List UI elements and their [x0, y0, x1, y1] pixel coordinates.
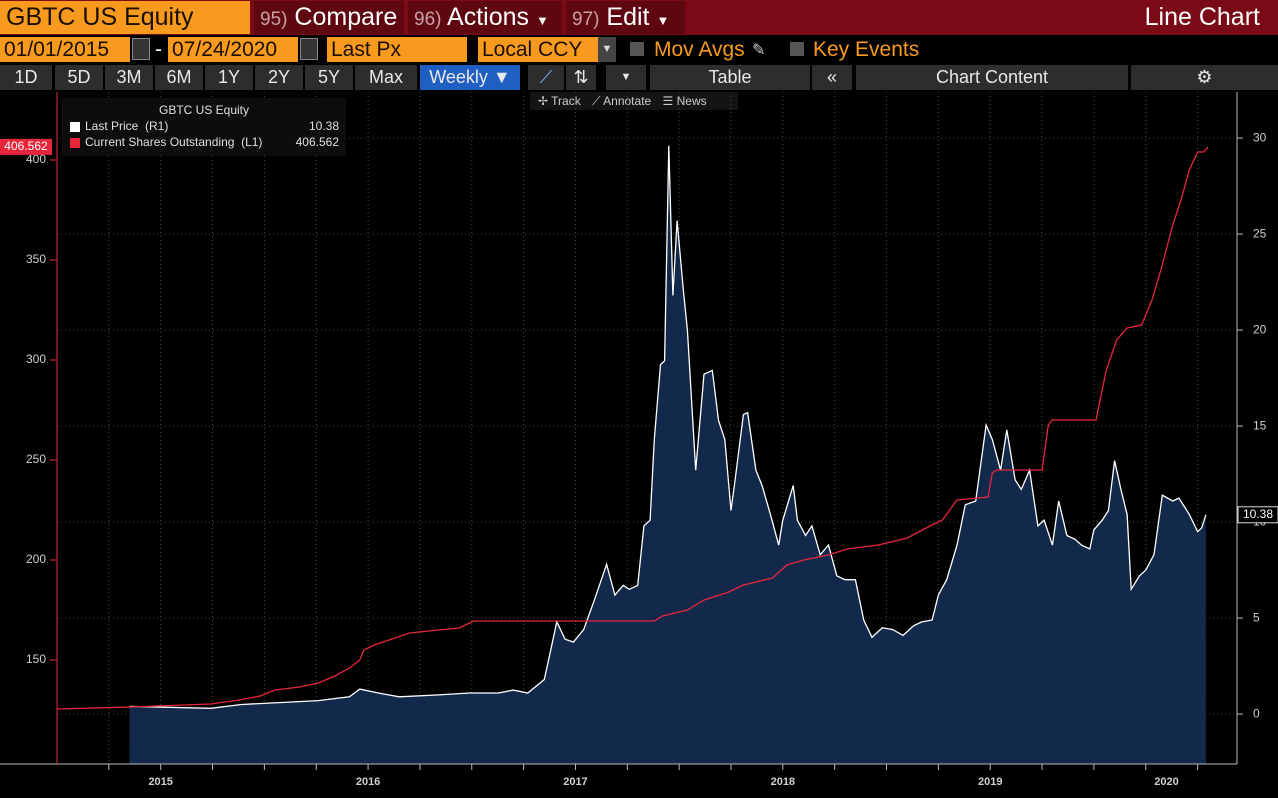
news[interactable]: ☰ News — [662, 94, 707, 108]
calendar-icon[interactable] — [300, 38, 318, 60]
menu-label: Edit — [606, 3, 650, 31]
period-button[interactable]: 2Y — [255, 65, 303, 90]
track[interactable]: ✢ Track — [538, 94, 581, 108]
collapse-button[interactable]: « — [812, 65, 852, 90]
checkbox-label: Key Events — [813, 38, 920, 61]
value-badge — [1237, 506, 1278, 524]
legend-value: 406.562 — [296, 135, 340, 149]
period-button[interactable]: 5Y — [305, 65, 353, 90]
line — [129, 145, 1207, 709]
chart-content-label: Chart Content — [935, 67, 1049, 87]
pencil-icon[interactable]: ✎ — [752, 42, 766, 59]
bar-icon[interactable]: ⇅ — [566, 65, 596, 90]
period-button[interactable]: 3M — [105, 65, 153, 90]
y-tick-label: 350 — [26, 252, 46, 266]
menu-label: Compare — [294, 3, 398, 31]
menu-actions[interactable]: 96) Actions ▼ — [408, 1, 562, 34]
menu-num: 95) — [260, 9, 288, 30]
period-button[interactable]: 1Y — [205, 65, 253, 90]
end-date[interactable]: 07/24/2020 — [168, 37, 298, 62]
checkbox[interactable] — [630, 42, 644, 56]
legend: GBTC US Equity Last Price (R1) 10.38 Curren… — [62, 98, 346, 156]
y-tick-label: 200 — [26, 552, 46, 566]
y-tick-label: 300 — [26, 352, 46, 366]
start-date[interactable]: 01/01/2015 — [0, 37, 130, 62]
legend-title: GBTC US Equity — [159, 103, 249, 117]
field[interactable]: Last Px — [327, 37, 467, 62]
line — [56, 146, 1209, 710]
period-button[interactable]: 1D — [0, 65, 52, 90]
frequency[interactable]: Weekly ▼ — [420, 65, 520, 90]
menu-edit[interactable]: 97) Edit ▼ — [566, 1, 685, 34]
legend-swatch — [70, 122, 80, 132]
y2-tick-label: 0 — [1253, 706, 1260, 720]
x-tick-label: 2016 — [356, 776, 380, 788]
x-tick-label: 2020 — [1154, 776, 1178, 788]
period-button[interactable]: Max — [355, 65, 417, 90]
y2-tick-label: 30 — [1253, 130, 1267, 144]
currency[interactable]: Local CCY — [478, 37, 598, 62]
legend-swatch — [70, 138, 80, 148]
x-tick-label: 2017 — [563, 776, 587, 788]
chart-content[interactable]: Chart Content — [856, 65, 1128, 90]
value-badge-label: 406.562 — [4, 139, 48, 153]
y2-tick-label: 15 — [1253, 418, 1267, 432]
menu-label: Actions — [447, 3, 530, 31]
menu-num: 97) — [572, 9, 600, 30]
date-separator: - — [155, 38, 162, 61]
legend-box — [62, 98, 346, 156]
y-tick-label: 400 — [26, 152, 46, 166]
x-tick-label: 2018 — [771, 776, 795, 788]
legend-label: Last Price (R1) — [85, 119, 168, 133]
security[interactable]: GBTC US Equity — [0, 1, 250, 34]
tool-label: Track — [551, 94, 581, 108]
view-title: Line Chart — [1144, 3, 1260, 31]
y2-tick-label: 25 — [1253, 226, 1267, 240]
value-badge — [0, 138, 52, 155]
menu-num: 96) — [414, 9, 442, 30]
settings[interactable]: ⚙ — [1131, 65, 1278, 90]
dropdown[interactable]: ▼ — [606, 65, 646, 90]
caret: ▼ — [535, 13, 549, 28]
table-button[interactable]: Table — [650, 65, 810, 90]
dropdown[interactable]: ▼ — [598, 37, 616, 62]
period-button[interactable]: 5D — [55, 65, 103, 90]
area — [129, 145, 1206, 765]
y-tick-label: 150 — [26, 652, 46, 666]
period-button[interactable]: 6M — [155, 65, 203, 90]
tool-label: News — [676, 94, 707, 108]
menu-compare[interactable]: 95) Compare — [254, 1, 404, 34]
y-tick-label: 250 — [26, 452, 46, 466]
checkbox-label: Mov Avgs — [654, 38, 745, 61]
frequency-label: Weekly — [429, 67, 488, 87]
y2-tick-label: 5 — [1253, 610, 1260, 624]
caret: ▼ — [656, 13, 670, 28]
value-badge-label: 10.38 — [1243, 507, 1273, 521]
y2-tick-label: 20 — [1253, 322, 1267, 336]
legend-label: Current Shares Outstanding (L1) — [85, 135, 262, 149]
checkbox[interactable] — [790, 42, 804, 56]
calendar-icon[interactable] — [132, 38, 150, 60]
x-tick-label: 2019 — [978, 776, 1002, 788]
x-tick-label: 2015 — [148, 776, 172, 788]
legend-value: 10.38 — [309, 119, 339, 133]
chart: 1502002503003504000510152025302015201620… — [0, 92, 1278, 788]
line-icon[interactable]: ⟋ — [528, 65, 564, 90]
